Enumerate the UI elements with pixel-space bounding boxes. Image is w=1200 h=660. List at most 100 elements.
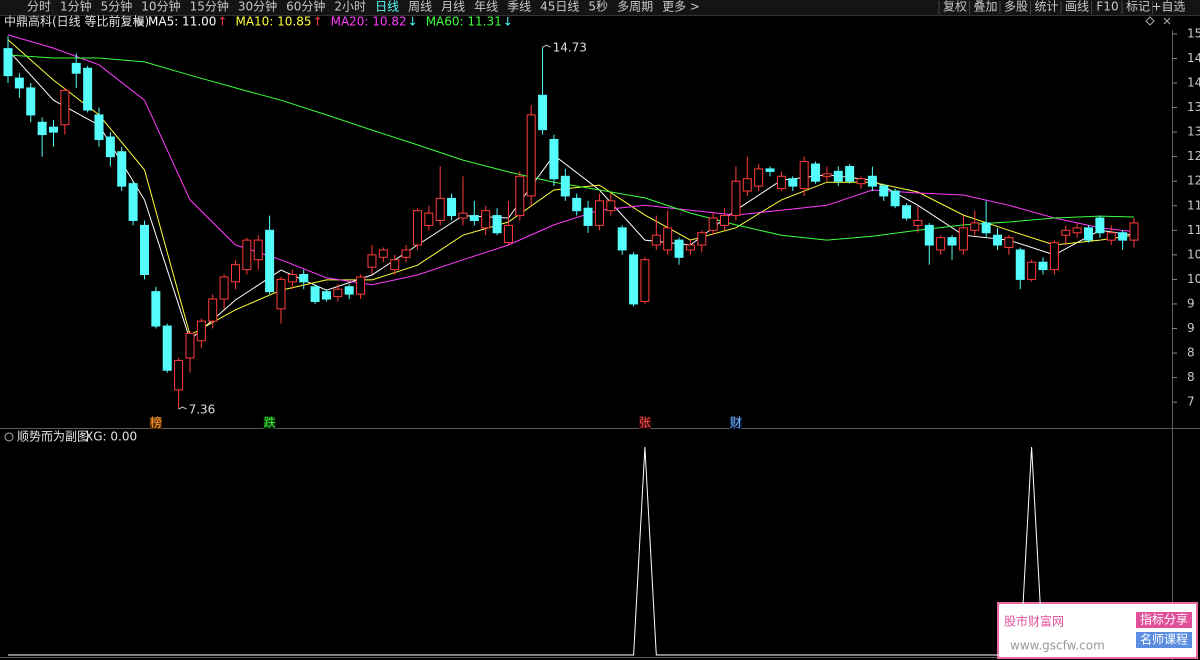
toolbar-button[interactable]: 多股 — [1004, 0, 1028, 14]
toolbar-button[interactable]: 5秒 — [588, 0, 608, 14]
candle-body — [469, 215, 479, 221]
candle-body — [367, 254, 377, 268]
indicator-line — [8, 446, 1134, 656]
toolbar-button[interactable]: 2小时 — [334, 0, 366, 14]
candle-body — [3, 48, 13, 77]
ma-line — [7, 54, 1135, 241]
candle-body — [731, 180, 741, 217]
toolbar-button[interactable]: 统计 — [1034, 0, 1058, 14]
toolbar-button[interactable]: 年线 — [474, 0, 498, 14]
diamond-icon[interactable] — [1145, 16, 1155, 26]
candle-body — [105, 136, 115, 158]
annotation-label: 7.36 — [189, 403, 216, 417]
candle-body — [447, 197, 457, 217]
toolbar-button[interactable]: +自选 — [1151, 0, 1185, 14]
toolbar-button[interactable]: F10 — [1096, 0, 1118, 14]
candle-body — [720, 215, 730, 226]
candle-body — [265, 229, 275, 293]
toolbar-button[interactable]: 季线 — [507, 0, 531, 14]
candle-body — [71, 62, 81, 74]
y-tick-label: 12 — [1187, 149, 1200, 163]
candle-body — [1049, 242, 1059, 271]
y-tick-label: 13 — [1187, 100, 1200, 114]
marker-bg — [149, 417, 162, 429]
candle-body — [1095, 217, 1105, 234]
toolbar-button[interactable]: 叠加 — [973, 0, 997, 14]
toolbar-button[interactable]: 画线 — [1065, 0, 1089, 14]
close-icon[interactable] — [1163, 17, 1171, 25]
candle-body — [242, 239, 252, 271]
candle-body — [162, 325, 172, 371]
candle-body — [902, 205, 912, 219]
candle-body — [412, 210, 422, 246]
toolbar-button[interactable]: 多周期 — [617, 0, 653, 14]
annotation-label: 14.73 — [553, 41, 587, 55]
toolbar-button[interactable]: 分时 — [27, 0, 51, 14]
collapse-icon[interactable] — [4, 432, 14, 442]
toolbar-button[interactable]: 1分钟 — [60, 0, 92, 14]
marker-label: 财 — [730, 416, 742, 430]
candle-body — [333, 288, 343, 298]
toolbar-button[interactable]: 60分钟 — [286, 0, 325, 14]
candle-body — [481, 210, 491, 229]
toolbar-button[interactable]: 15分钟 — [190, 0, 229, 14]
toolbar-button[interactable]: 45日线 — [540, 0, 579, 14]
watermark-tag: 指标分享 — [1140, 612, 1188, 627]
ma-arrow: ↑ — [313, 15, 323, 29]
toolbar-button[interactable]: 周线 — [408, 0, 432, 14]
toolbar-button[interactable]: 10分钟 — [141, 0, 180, 14]
candle-body — [936, 237, 946, 251]
candle-body — [560, 175, 570, 197]
candle-body — [651, 234, 661, 246]
candle-body — [776, 175, 786, 190]
candle-body — [401, 249, 411, 258]
candle-body — [663, 227, 673, 251]
ma-arrow: ↑ — [217, 15, 227, 29]
candle-body — [549, 138, 559, 180]
candle-body — [37, 121, 47, 136]
marker-bg — [638, 417, 651, 429]
toolbar-button[interactable]: 更多 > — [662, 0, 700, 14]
toolbar-button[interactable]: 5分钟 — [101, 0, 133, 14]
candle-body — [799, 161, 809, 190]
candle-body — [299, 273, 309, 283]
candle-body — [458, 212, 468, 219]
watermark-tag: 名师课程 — [1140, 632, 1188, 647]
candle-body — [981, 222, 991, 234]
candle-body — [344, 286, 354, 295]
toolbar-button[interactable]: 月线 — [441, 0, 465, 14]
candle-body — [879, 185, 889, 197]
candle-body — [572, 197, 582, 212]
candle-body — [1038, 261, 1048, 271]
y-tick-label: 9 — [1187, 321, 1195, 335]
candle-body — [538, 94, 548, 131]
ma-readout: MA20: 10.82 — [331, 15, 407, 29]
toolbar-button[interactable]: 标记 — [1126, 0, 1150, 14]
toolbar-button[interactable]: 日线 — [375, 0, 399, 14]
candle-body — [924, 224, 934, 246]
candle-body — [697, 232, 707, 246]
candle-body — [424, 212, 434, 226]
candle-body — [1072, 227, 1082, 234]
y-tick-label: 14 — [1187, 51, 1200, 65]
y-tick-label: 10 — [1187, 247, 1200, 261]
candle-body — [492, 215, 502, 234]
candle-body — [185, 332, 195, 359]
y-tick-label: 9 — [1187, 296, 1195, 310]
toolbar-button[interactable]: 30分钟 — [238, 0, 277, 14]
settings-icon[interactable] — [136, 18, 144, 26]
toolbar-button[interactable]: 复权 — [943, 0, 967, 14]
ma-arrow: ↓ — [408, 15, 418, 29]
marker-label: 跌 — [264, 415, 276, 430]
candle-body — [833, 170, 843, 182]
indicator-title: 顺势而为副图 — [17, 430, 89, 444]
marker-label: 榜 — [150, 415, 162, 430]
candle-body — [606, 200, 616, 212]
candle-body — [867, 175, 877, 187]
candle-body — [526, 114, 536, 197]
candle-body — [1061, 229, 1071, 236]
ma-readout: MA5: 11.00 — [148, 15, 216, 29]
y-tick-label: 10 — [1187, 272, 1200, 286]
candle-body — [253, 239, 263, 261]
